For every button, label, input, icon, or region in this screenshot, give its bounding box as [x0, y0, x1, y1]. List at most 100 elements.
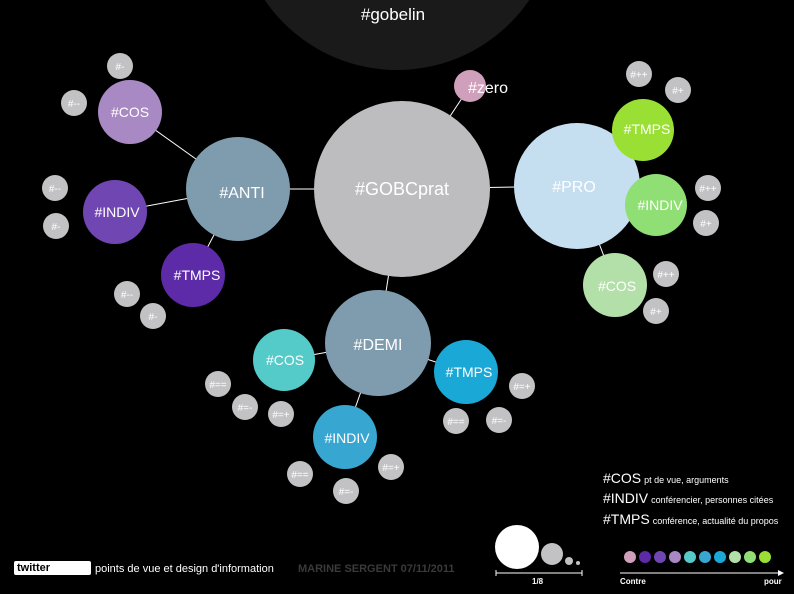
small-node-p2[interactable] — [665, 77, 691, 103]
demi-tmps-node[interactable] — [434, 340, 498, 404]
small-label-p1: #++ — [630, 70, 647, 81]
color-scale-dot-1 — [639, 551, 651, 563]
zero-label: #zero — [468, 80, 508, 97]
color-scale-dot-4 — [684, 551, 696, 563]
demi-cos-node[interactable] — [253, 329, 315, 391]
small-label-a2: #-- — [68, 99, 80, 110]
center-label: #GOBCprat — [355, 179, 449, 199]
small-node-d1[interactable] — [205, 371, 231, 397]
pro-cos-node[interactable] — [583, 253, 647, 317]
demi-indiv-node[interactable] — [313, 405, 377, 469]
small-node-a2[interactable] — [61, 90, 87, 116]
legend-row-cos: #COS pt de vue, arguments — [603, 470, 729, 488]
small-label-p6: #+ — [650, 307, 662, 318]
small-label-a1: #- — [116, 62, 125, 73]
demi-cos-label: #COS — [266, 352, 304, 368]
anti-indiv-node[interactable] — [83, 180, 147, 244]
small-node-d6[interactable] — [486, 407, 512, 433]
small-node-d7[interactable] — [287, 461, 313, 487]
demi-tmps-label: #TMPS — [446, 364, 493, 380]
small-node-p6[interactable] — [643, 298, 669, 324]
gobelin-circle — [264, 0, 530, 70]
scale-label: 1/8 — [532, 577, 544, 586]
legend-tag-tmps: #TMPS — [603, 511, 650, 527]
small-node-d4[interactable] — [509, 373, 535, 399]
anti-cos-label: #COS — [111, 104, 149, 120]
small-node-d8[interactable] — [333, 478, 359, 504]
pro-node[interactable] — [514, 123, 640, 249]
scale-circle-large — [495, 525, 539, 569]
small-label-p5: #++ — [657, 270, 674, 281]
small-label-d4: #=+ — [513, 382, 530, 393]
size-scale — [495, 525, 583, 576]
pro-tmps-node[interactable] — [612, 99, 674, 161]
small-node-p4[interactable] — [693, 210, 719, 236]
small-label-d9: #=+ — [382, 463, 399, 474]
axis-label-pour: pour — [764, 577, 782, 586]
pro-label: #PRO — [552, 179, 596, 196]
small-label-a3: #-- — [49, 184, 61, 195]
small-label-a4: #- — [52, 222, 61, 233]
small-label-d1: #== — [209, 380, 226, 391]
demi-indiv-label: #INDIV — [324, 430, 370, 446]
small-node-d2[interactable] — [232, 394, 258, 420]
small-node-p5[interactable] — [653, 261, 679, 287]
legend-desc-indiv: conférencier, personnes citées — [651, 495, 774, 505]
color-scale-dot-5 — [699, 551, 711, 563]
pro-tmps-label: #TMPS — [624, 121, 671, 137]
small-node-a4[interactable] — [43, 213, 69, 239]
anti-indiv-label: #INDIV — [94, 204, 140, 220]
small-label-d3: #=+ — [272, 410, 289, 421]
color-scale-dot-9 — [759, 551, 771, 563]
scale-circle-tiny — [576, 561, 580, 565]
small-node-a3[interactable] — [42, 175, 68, 201]
pro-indiv-node[interactable] — [625, 174, 687, 236]
small-label-p2: #+ — [672, 86, 684, 97]
small-node-d3[interactable] — [268, 401, 294, 427]
small-label-d5: #== — [447, 417, 464, 428]
color-scale-dot-7 — [729, 551, 741, 563]
color-axis-arrow — [778, 570, 784, 576]
scale-circle-small — [565, 557, 573, 565]
color-scale-dot-6 — [714, 551, 726, 563]
zero-node[interactable] — [454, 70, 486, 102]
center-node[interactable] — [314, 101, 490, 277]
demi-node[interactable] — [325, 290, 431, 396]
small-node-d5[interactable] — [443, 408, 469, 434]
footer-author: MARINE SERGENT 07/11/2011 — [298, 563, 455, 575]
color-scale-dot-2 — [654, 551, 666, 563]
small-node-a6[interactable] — [140, 303, 166, 329]
small-label-p4: #+ — [700, 219, 712, 230]
color-scale-dot-3 — [669, 551, 681, 563]
anti-tmps-node[interactable] — [161, 243, 225, 307]
pro-indiv-label: #INDIV — [637, 197, 683, 213]
anti-node[interactable] — [186, 137, 290, 241]
demi-label: #DEMI — [354, 337, 403, 354]
small-node-p3[interactable] — [695, 175, 721, 201]
small-label-d6: #=- — [492, 416, 507, 427]
small-label-a5: #-- — [121, 290, 133, 301]
pro-cos-label: #COS — [598, 278, 636, 294]
anti-label: #ANTI — [219, 185, 264, 202]
gobelin-title: #gobelin — [361, 5, 425, 24]
anti-tmps-label: #TMPS — [174, 267, 221, 283]
small-label-d7: #== — [291, 470, 308, 481]
small-node-a5[interactable] — [114, 281, 140, 307]
legend-row-tmps: #TMPS conférence, actualité du propos — [603, 511, 778, 529]
footer-subtitle: points de vue et design d'information — [95, 563, 274, 575]
small-node-a1[interactable] — [107, 53, 133, 79]
small-label-d2: #=- — [238, 403, 253, 414]
anti-cos-node[interactable] — [98, 80, 162, 144]
legend-desc-tmps: conférence, actualité du propos — [652, 516, 779, 526]
small-node-d9[interactable] — [378, 454, 404, 480]
small-node-p1[interactable] — [626, 61, 652, 87]
legend-tag-indiv: #INDIV — [603, 490, 649, 506]
color-scale-dot-0 — [624, 551, 636, 563]
scale-circle-medium — [541, 543, 563, 565]
legend-row-indiv: #INDIV conférencier, personnes citées — [603, 490, 773, 508]
axis-label-contre: Contre — [620, 577, 646, 586]
twitter-logo: twitter — [14, 561, 91, 575]
small-label-a6: #- — [149, 312, 158, 323]
legend-tag-cos: #COS — [603, 470, 642, 486]
